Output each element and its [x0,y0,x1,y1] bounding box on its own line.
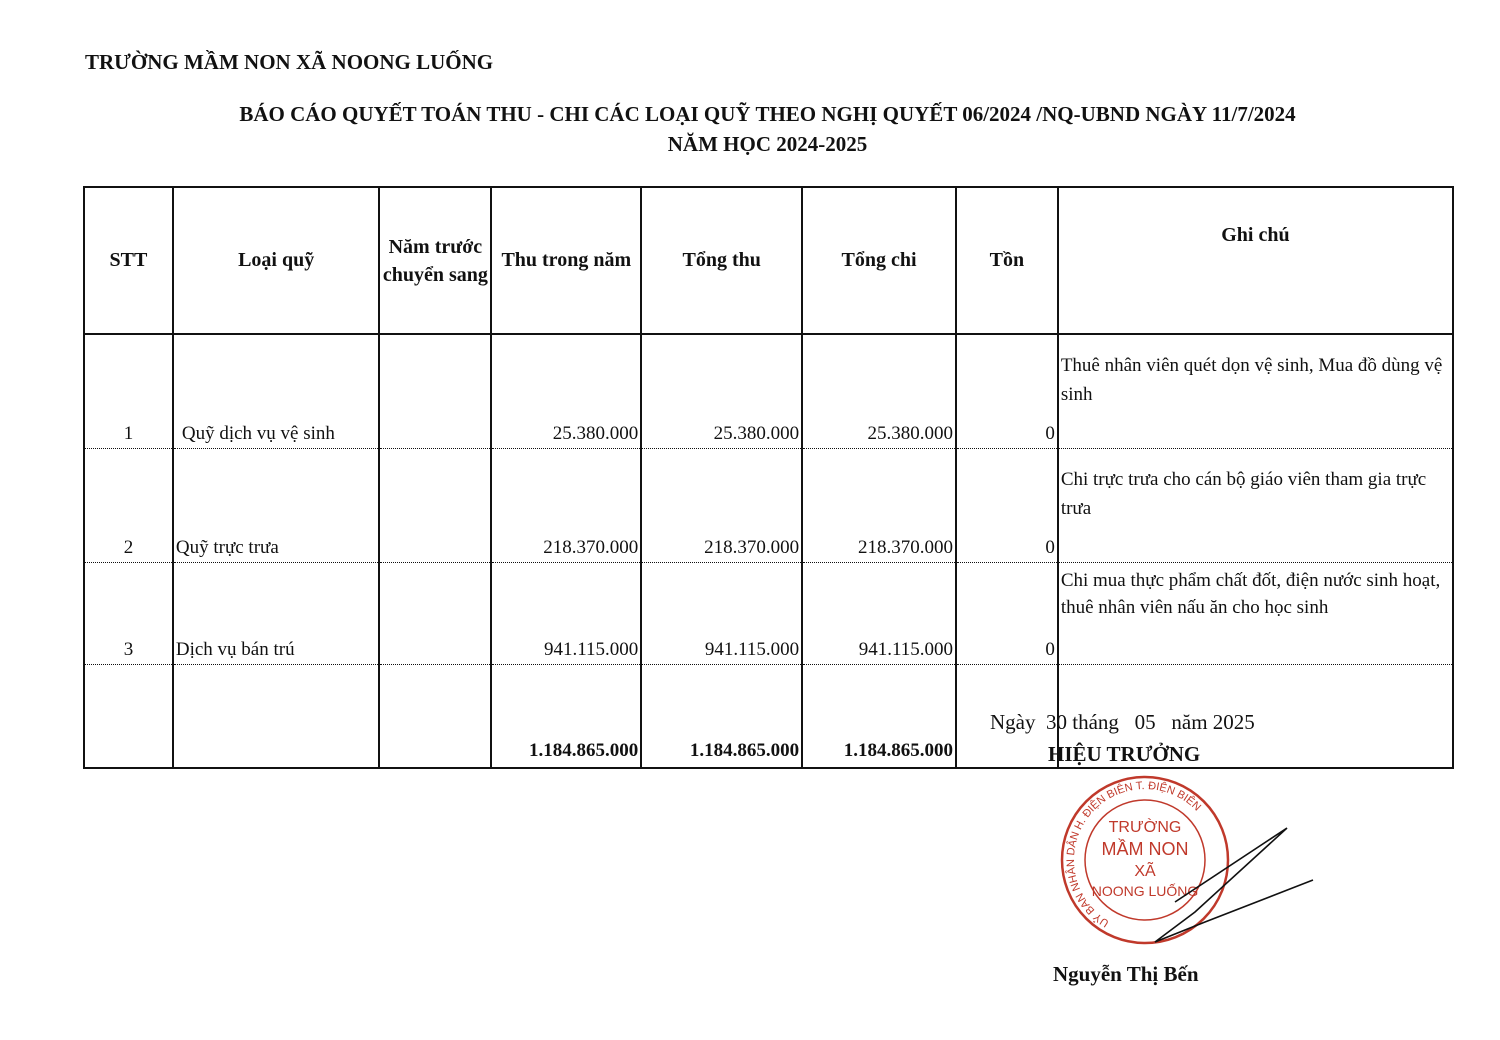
empty-cell [83,664,174,769]
note-cell: Chi trực trưa cho cán bộ giáo viên tham … [1056,448,1455,563]
total-out-cell: 218.370.000 [801,448,957,563]
note-cell: Thuê nhân viên quét dọn vệ sinh, Mua đồ … [1056,334,1455,449]
seal-text: XÃ [1134,860,1156,880]
signer-name: Nguyễn Thị Bến [1053,962,1199,986]
total-in-cell: 25.380.000 [640,334,804,449]
carry-cell [378,562,493,665]
total-income-cell: 1.184.865.000 [490,664,643,769]
signer-role: HIỆU TRƯỞNG [1048,742,1201,766]
fund-cell: Dịch vụ bán trú [171,562,381,665]
balance-cell: 0 [955,562,1059,665]
seal-text: MẦM NON [1102,838,1189,859]
table-header-row: STT Loại quỹ Năm trước chuyển sang Thu t… [83,186,1455,335]
total-in-cell: 218.370.000 [640,448,804,563]
table-row: 3 Dịch vụ bán trú 941.115.000 941.115.00… [83,562,1455,665]
fund-cell: Quỹ dịch vụ vệ sinh [171,334,381,449]
school-seal: UỶ BAN NHÂN DÂN H. ĐIỆN BIÊN T. ĐIỆN BIÊ… [1060,775,1314,945]
signing-date: Ngày 30 tháng 05 năm 2025 [990,710,1255,734]
fund-report-table: STT Loại quỹ Năm trước chuyển sang Thu t… [83,186,1455,769]
table-row: 2 Quỹ trực trưa 218.370.000 218.370.000 … [83,448,1455,563]
total-out-cell: 941.115.000 [801,562,957,665]
stt-cell: 3 [83,562,174,665]
column-header: Ghi chú [1056,186,1455,335]
income-cell: 218.370.000 [490,448,643,563]
total-out-cell: 1.184.865.000 [801,664,957,769]
empty-cell [171,664,381,769]
seal-text: NOONG LUỐNG [1092,882,1199,899]
stt-cell: 1 [83,334,174,449]
total-row: 1.184.865.000 1.184.865.000 1.184.865.00… [83,664,1455,769]
balance-cell: 0 [955,448,1059,563]
column-header: Loại quỹ [171,186,381,335]
fund-cell: Quỹ trực trưa [171,448,381,563]
report-title: BÁO CÁO QUYẾT TOÁN THU - CHI CÁC LOẠI QU… [239,102,1296,126]
column-header: Tồn [955,186,1059,335]
table-row: 1 Quỹ dịch vụ vệ sinh 25.380.000 25.380.… [83,334,1455,449]
report-subtitle: NĂM HỌC 2024-2025 [667,132,868,156]
carry-cell [378,448,493,563]
income-cell: 941.115.000 [490,562,643,665]
seal-text: TRƯỜNG [1109,817,1182,836]
total-in-cell: 1.184.865.000 [640,664,804,769]
empty-cell [955,664,1059,769]
column-header: Năm trước chuyển sang [378,186,493,335]
total-in-cell: 941.115.000 [640,562,804,665]
income-cell: 25.380.000 [490,334,643,449]
column-header: STT [83,186,174,335]
note-cell: Chi mua thực phẩm chất đốt, điện nước si… [1056,562,1455,665]
empty-cell [1056,664,1455,769]
column-header: Tổng chi [801,186,957,335]
handwritten-signature [1154,827,1314,943]
column-header: Tổng thu [640,186,804,335]
school-name: TRƯỜNG MẦM NON XÃ NOONG LUỐNG [85,50,494,74]
total-out-cell: 25.380.000 [801,334,957,449]
stt-cell: 2 [83,448,174,563]
column-header: Thu trong năm [490,186,643,335]
balance-cell: 0 [955,334,1059,449]
carry-cell [378,334,493,449]
empty-cell [378,664,493,769]
